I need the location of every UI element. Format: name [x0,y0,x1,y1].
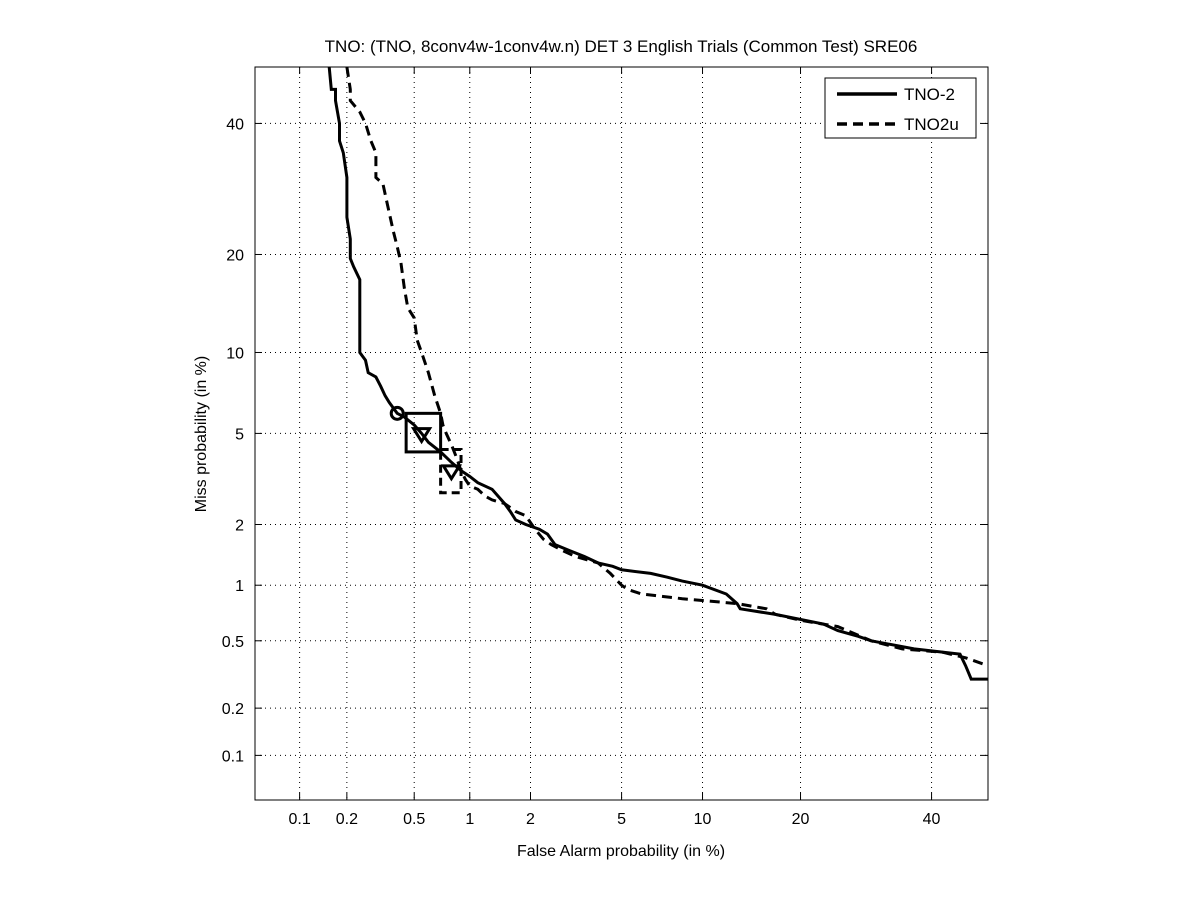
marker-circle-tno-2 [389,405,405,421]
y-tick-label: 2 [235,517,244,534]
legend: TNO-2 TNO2u [824,77,977,139]
y-axis-label: Miss probability (in %) [193,356,210,512]
series-layer [327,67,988,681]
legend-label-tno2u: TNO2u [904,115,959,134]
marker-layer [389,405,463,495]
y-tick-label: 20 [226,247,244,264]
series-line-tno2u [345,67,988,668]
marker-triangle-tno2u [440,464,463,482]
series-line-tno-2 [327,67,988,681]
legend-box [824,77,977,139]
x-axis-label: False Alarm probability (in %) [517,843,725,860]
x-tick-label: 40 [923,811,941,828]
y-tick-label: 5 [235,426,244,443]
marker-triangle-tno-2 [410,427,433,445]
x-tick-label: 0.2 [336,811,358,828]
marker-square-tno2u [439,447,463,495]
x-tick-label: 20 [792,811,810,828]
x-tick-label: 0.5 [403,811,425,828]
x-axis: 0.1 0.2 0.5 1 2 5 10 20 40 [288,67,941,828]
x-tick-label: 5 [617,811,626,828]
x-tick-label: 0.1 [288,811,310,828]
y-tick-label: 10 [226,345,244,362]
y-tick-label: 0.2 [222,701,244,718]
y-axis: 0.1 0.2 0.5 1 2 5 10 20 40 [222,116,988,765]
chart-title: TNO: (TNO, 8conv4w-1conv4w.n) DET 3 Engl… [325,37,918,56]
y-tick-label: 0.1 [222,748,244,765]
x-tick-label: 1 [465,811,474,828]
x-tick-label: 10 [694,811,712,828]
legend-label-tno-2: TNO-2 [904,85,955,104]
x-tick-label: 2 [526,811,535,828]
y-tick-label: 1 [235,578,244,595]
grid-lines [255,67,988,800]
y-tick-label: 0.5 [222,634,244,651]
marker-square-tno-2 [404,411,443,454]
y-tick-label: 40 [226,116,244,133]
